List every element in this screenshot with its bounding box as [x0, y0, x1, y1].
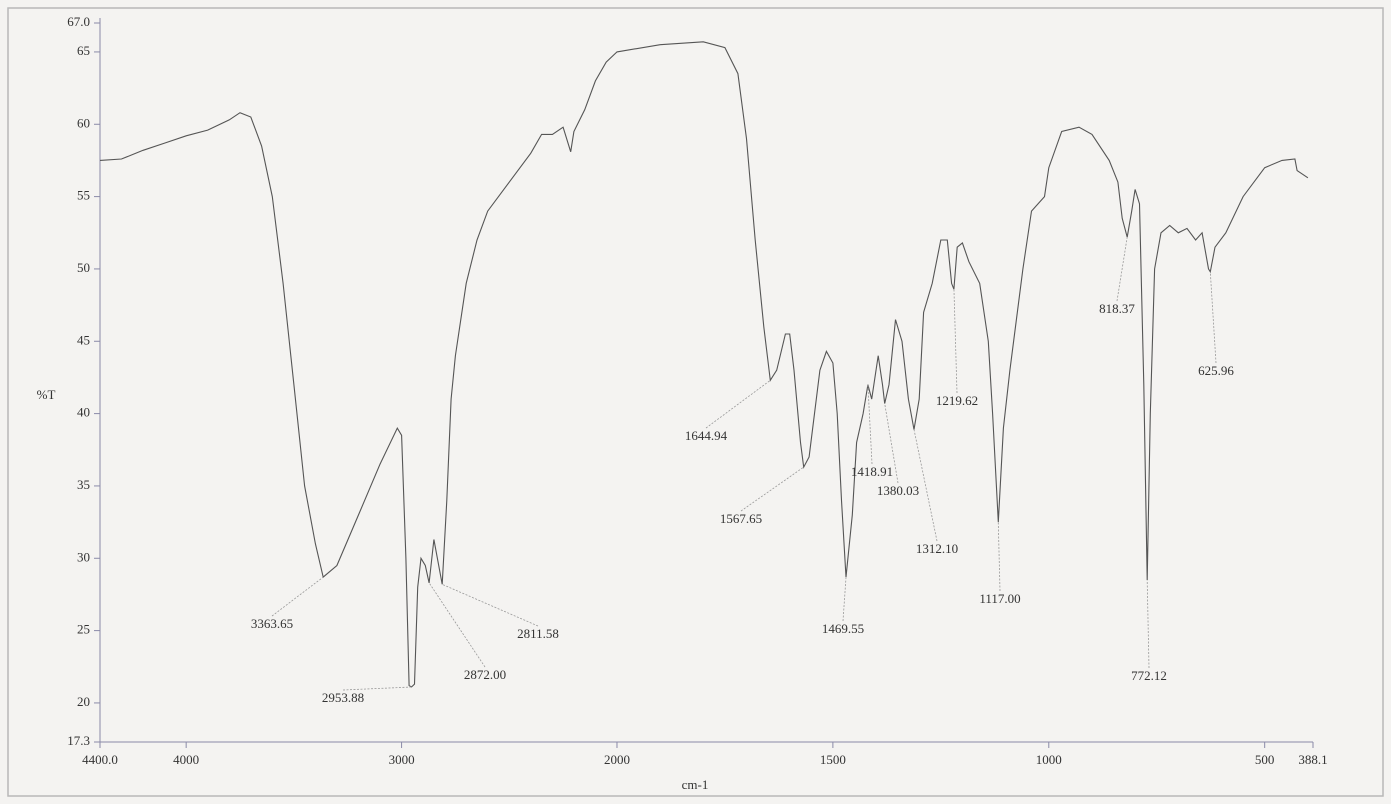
x-tick-label: 1500: [820, 752, 846, 767]
y-tick-label: 50: [77, 260, 90, 275]
y-tick-label: 67.0: [67, 14, 90, 29]
x-tick-label: 500: [1255, 752, 1275, 767]
annotation-label: 2811.58: [517, 626, 559, 641]
annotation-leader: [428, 582, 486, 668]
y-tick-label: 25: [77, 622, 90, 637]
annotation-leader: [740, 466, 804, 512]
annotation-leader: [884, 403, 899, 484]
annotation-label: 818.37: [1099, 301, 1135, 316]
annotation-leader: [842, 577, 847, 622]
annotation-label: 1380.03: [877, 483, 919, 498]
annotation-leader: [1146, 579, 1150, 669]
y-tick-label: 17.3: [67, 733, 90, 748]
x-tick-label: 4000: [173, 752, 199, 767]
annotation-label: 1567.65: [720, 511, 762, 526]
annotation-leader: [705, 380, 771, 429]
annotation-leader: [1209, 271, 1217, 364]
annotation-label: 2872.00: [464, 667, 506, 682]
annotation-leader: [342, 686, 412, 691]
x-tick-label: 2000: [604, 752, 630, 767]
annotation-label: 1469.55: [822, 621, 864, 636]
annotation-leader: [867, 384, 873, 465]
y-tick-label: 20: [77, 694, 90, 709]
x-tick-label: 4400.0: [82, 752, 118, 767]
x-tick-label: 1000: [1036, 752, 1062, 767]
annotation-leader: [271, 576, 324, 617]
y-axis-label: %T: [37, 387, 56, 402]
annotation-leader: [1116, 237, 1128, 302]
y-tick-label: 55: [77, 188, 90, 203]
frame: [7, 7, 1384, 797]
annotation-label: 1644.94: [685, 428, 728, 443]
annotation-label: 3363.65: [251, 616, 293, 631]
y-tick-label: 35: [77, 477, 90, 492]
y-tick-label: 65: [77, 43, 90, 58]
x-tick-label: 388.1: [1298, 752, 1327, 767]
annotation-label: 1117.00: [979, 591, 1020, 606]
annotation-label: 772.12: [1131, 668, 1167, 683]
annotation-label: 1418.91: [851, 464, 893, 479]
annotation-leader: [997, 522, 1001, 592]
y-tick-label: 40: [77, 405, 90, 420]
x-axis-label: cm-1: [682, 777, 709, 792]
x-tick-label: 3000: [389, 752, 415, 767]
annotation-label: 1219.62: [936, 393, 978, 408]
annotation-label: 625.96: [1198, 363, 1234, 378]
spectrum-line: [99, 41, 1309, 688]
annotation-label: 1312.10: [916, 541, 958, 556]
y-tick-label: 60: [77, 115, 90, 130]
annotation-label: 2953.88: [322, 690, 364, 705]
y-tick-label: 30: [77, 549, 90, 564]
annotation-leader: [913, 429, 938, 542]
y-tick-label: 45: [77, 332, 90, 347]
